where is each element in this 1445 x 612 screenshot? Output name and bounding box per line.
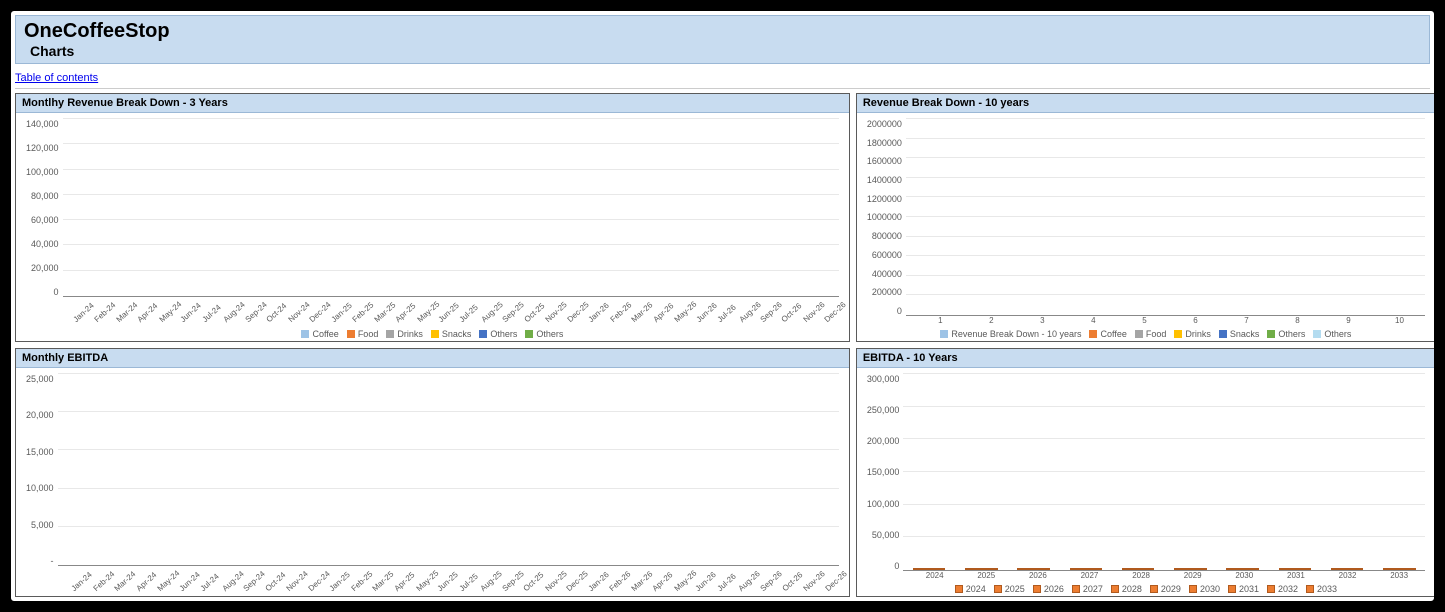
legend-item: 2032 [1267, 584, 1298, 594]
legend: Revenue Break Down - 10 years Coffee Food D… [867, 325, 1425, 339]
bars-viewport [906, 119, 1425, 316]
panel-title: Revenue Break Down - 10 years [857, 94, 1435, 113]
x-axis: 2024202520262027202820292030203120322033 [867, 571, 1425, 580]
legend-item: Others [1313, 329, 1351, 339]
bar [956, 568, 1006, 570]
legend-item: Drinks [1174, 329, 1211, 339]
legend-item: 2031 [1228, 584, 1259, 594]
bar [1374, 568, 1424, 570]
y-axis: 0200000400000600000800000100000012000001… [867, 119, 906, 316]
page-wrap: OneCoffeeStop Charts Table of contents M… [8, 8, 1437, 604]
y-axis: -5,00010,00015,00020,00025,000 [26, 374, 58, 566]
legend-item: 2033 [1306, 584, 1337, 594]
plot-area: 050,000100,000150,000200,000250,000300,0… [867, 374, 1425, 571]
legend-item: 2029 [1150, 584, 1181, 594]
panel-title: EBITDA - 10 Years [857, 349, 1435, 368]
bar [1165, 568, 1215, 570]
legend-item: Revenue Break Down - 10 years [940, 329, 1081, 339]
legend-item: Coffee [1089, 329, 1126, 339]
chart-body: 020,00040,00060,00080,000100,000120,0001… [16, 113, 849, 341]
toc-row: Table of contents [15, 66, 1430, 89]
panel-title: Montlhy Revenue Break Down - 3 Years [16, 94, 849, 113]
legend-item: Others [1267, 329, 1305, 339]
chart-body: 0200000400000600000800000100000012000001… [857, 113, 1435, 341]
plot-area: 0200000400000600000800000100000012000001… [867, 119, 1425, 316]
legend-item: 2025 [994, 584, 1025, 594]
bars-viewport [58, 374, 839, 566]
bars-viewport [63, 119, 839, 297]
legend-item: Food [1135, 329, 1167, 339]
legend-item: Snacks [1219, 329, 1260, 339]
legend-item: 2030 [1189, 584, 1220, 594]
panel-revenue-10yr: Revenue Break Down - 10 years 0200000400… [856, 93, 1436, 342]
x-axis: Jan-24Feb-24Mar-24Apr-24May-24Jun-24Jul-… [26, 566, 839, 594]
y-axis: 020,00040,00060,00080,000100,000120,0001… [26, 119, 63, 297]
charts-grid: Montlhy Revenue Break Down - 3 Years 020… [15, 93, 1430, 597]
legend-item: 2026 [1033, 584, 1064, 594]
bar [1009, 568, 1059, 570]
chart-body: 050,000100,000150,000200,000250,000300,0… [857, 368, 1435, 596]
x-axis: Jan-24Feb-24Mar-24Apr-24May-24Jun-24Jul-… [26, 297, 839, 325]
plot-area: 020,00040,00060,00080,000100,000120,0001… [26, 119, 839, 297]
bar [1270, 568, 1320, 570]
panel-title: Monthly EBITDA [16, 349, 849, 368]
plot-area: -5,00010,00015,00020,00025,000 [26, 374, 839, 566]
y-axis: 050,000100,000150,000200,000250,000300,0… [867, 374, 904, 571]
bar [904, 568, 954, 570]
bar [1061, 568, 1111, 570]
header-bar: OneCoffeeStop Charts [15, 15, 1430, 64]
company-name: OneCoffeeStop [24, 20, 1421, 43]
legend-item: 2027 [1072, 584, 1103, 594]
toc-link[interactable]: Table of contents [15, 72, 98, 84]
bar [1218, 568, 1268, 570]
bar [1113, 568, 1163, 570]
legend-item: 2028 [1111, 584, 1142, 594]
panel-ebitda-10yr: EBITDA - 10 Years 050,000100,000150,0002… [856, 348, 1436, 597]
page-name: Charts [24, 43, 1421, 59]
bars-viewport [903, 374, 1425, 571]
chart-body: -5,00010,00015,00020,00025,000 Jan-24Feb… [16, 368, 849, 596]
x-axis: 12345678910 [867, 316, 1425, 325]
legend: 2024 2025 2026 2027 2028 2029 2030 2031 2032 2033 [867, 580, 1425, 594]
bar [1322, 568, 1372, 570]
panel-monthly-revenue: Montlhy Revenue Break Down - 3 Years 020… [15, 93, 850, 342]
panel-monthly-ebitda: Monthly EBITDA -5,00010,00015,00020,0002… [15, 348, 850, 597]
legend-item: 2024 [955, 584, 986, 594]
